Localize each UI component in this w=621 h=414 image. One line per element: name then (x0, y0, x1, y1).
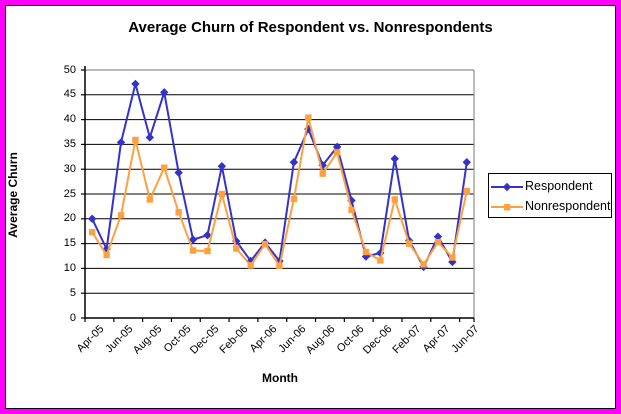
nonrespondent-line-marker-icon (489, 200, 525, 212)
data-point-nonrespondent (247, 262, 254, 269)
data-point-nonrespondent (362, 248, 370, 256)
data-point-respondent (145, 133, 155, 142)
data-point-nonrespondent (391, 196, 398, 203)
data-point-nonrespondent (218, 190, 226, 198)
data-point-nonrespondent (405, 240, 413, 247)
data-point-nonrespondent (348, 206, 355, 214)
data-point-nonrespondent (233, 245, 240, 252)
data-point-respondent (131, 79, 140, 89)
data-point-nonrespondent (261, 240, 269, 248)
y-tick-label: 30 (63, 162, 76, 175)
y-tick-label: 10 (63, 261, 76, 274)
legend-label-nonrespondent: Nonrespondent (525, 198, 611, 213)
y-tick-label: 20 (63, 212, 76, 225)
data-point-respondent (347, 196, 356, 205)
legend-item-respondent: Respondent (489, 177, 611, 194)
y-tick-label: 40 (63, 113, 76, 126)
data-point-respondent (390, 154, 399, 163)
data-point-nonrespondent (449, 254, 456, 261)
data-point-respondent (203, 230, 212, 240)
y-tick-label: 50 (63, 63, 76, 76)
data-point-nonrespondent (290, 195, 298, 203)
data-point-respondent (246, 256, 255, 266)
data-point-nonrespondent (89, 228, 96, 236)
data-point-nonrespondent (204, 247, 211, 255)
data-point-respondent (289, 158, 299, 167)
data-point-nonrespondent (146, 196, 154, 203)
data-point-nonrespondent (161, 164, 168, 171)
y-tick-label: 5 (69, 286, 76, 299)
chart-title: Average Churn of Respondent vs. Nonrespo… (128, 19, 493, 36)
data-point-respondent (217, 162, 227, 171)
data-point-nonrespondent (463, 187, 470, 195)
respondent-line-marker-icon (489, 180, 525, 192)
data-point-respondent (174, 168, 183, 177)
data-point-respondent (88, 214, 97, 223)
data-point-nonrespondent (305, 114, 312, 121)
data-point-nonrespondent (319, 170, 326, 177)
data-point-nonrespondent (117, 212, 125, 219)
data-point-nonrespondent (189, 247, 197, 254)
y-tick-label: 45 (63, 88, 76, 101)
data-point-respondent (433, 232, 443, 241)
data-point-respondent (116, 138, 126, 147)
y-tick-label: 0 (69, 311, 76, 324)
legend: Respondent Nonrespondent (488, 173, 612, 218)
data-point-nonrespondent (333, 149, 341, 156)
data-point-respondent (332, 142, 342, 152)
data-point-respondent (102, 244, 111, 254)
data-point-nonrespondent (420, 261, 427, 268)
data-point-nonrespondent (103, 251, 110, 259)
legend-label-respondent: Respondent (525, 178, 593, 193)
data-point-nonrespondent (434, 238, 442, 246)
y-tick-label: 25 (63, 187, 76, 200)
x-axis-title: Month (262, 371, 298, 385)
data-point-nonrespondent (377, 257, 384, 264)
y-tick-label: 15 (63, 237, 76, 250)
data-point-nonrespondent (276, 262, 283, 270)
legend-item-nonrespondent: Nonrespondent (489, 197, 611, 214)
data-point-respondent (188, 235, 198, 244)
y-tick-label: 35 (63, 137, 76, 150)
data-point-respondent (160, 88, 169, 97)
data-point-nonrespondent (132, 136, 139, 144)
data-point-nonrespondent (175, 209, 182, 216)
data-point-respondent (462, 158, 471, 167)
